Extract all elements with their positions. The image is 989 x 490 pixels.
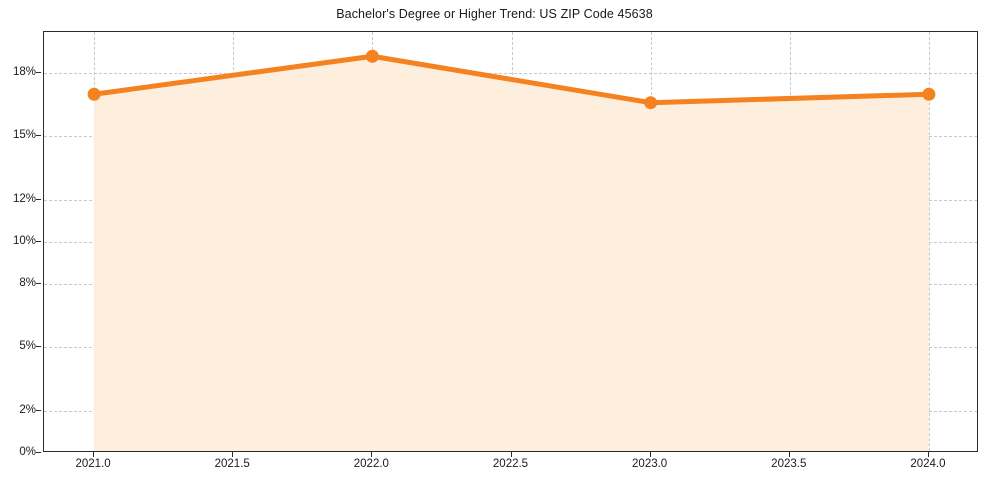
data-point bbox=[365, 49, 379, 63]
y-axis-tick-label: 10% bbox=[12, 234, 36, 247]
data-point bbox=[922, 87, 936, 101]
x-axis-tick-mark bbox=[927, 452, 929, 457]
y-axis-tick-label: 18% bbox=[12, 66, 36, 79]
x-axis-tick-mark bbox=[232, 452, 234, 457]
chart-title: Bachelor's Degree or Higher Trend: US ZI… bbox=[336, 7, 653, 21]
y-axis-tick-mark bbox=[36, 346, 41, 348]
y-axis-tick-mark bbox=[36, 240, 41, 242]
trend-line bbox=[91, 53, 932, 106]
y-axis-tick-label: 5% bbox=[19, 340, 36, 353]
gridline-horizontal bbox=[44, 73, 977, 75]
y-axis-tick-mark bbox=[36, 452, 41, 453]
x-axis-tick-label: 2022.0 bbox=[353, 458, 389, 470]
data-point bbox=[644, 96, 658, 110]
y-axis-tick-label: 8% bbox=[19, 277, 36, 290]
x-axis-tick-mark bbox=[649, 452, 651, 457]
y-axis: 0% 2% 5% 8% 10% 12% 15% 18% bbox=[0, 0, 41, 490]
x-axis-tick-mark bbox=[371, 452, 373, 457]
plot-area bbox=[43, 31, 978, 452]
data-point-markers bbox=[87, 49, 936, 110]
x-axis-tick-mark bbox=[788, 452, 790, 457]
x-axis-tick-label: 2021.5 bbox=[214, 458, 250, 470]
x-axis-tick-label: 2022.5 bbox=[492, 458, 529, 470]
x-axis-tick-label: 2024.0 bbox=[910, 458, 946, 470]
area-fill bbox=[94, 56, 929, 451]
y-axis-tick-mark bbox=[36, 198, 41, 200]
x-axis-tick-label: 2021.0 bbox=[75, 458, 111, 470]
x-axis-tick-mark bbox=[93, 452, 95, 457]
x-axis-tick-label: 2023.5 bbox=[771, 458, 807, 470]
x-axis-tick-label: 2023.0 bbox=[632, 458, 668, 470]
series-layer bbox=[87, 49, 936, 451]
data-point bbox=[87, 87, 101, 101]
y-axis-tick-label: 0% bbox=[19, 446, 36, 458]
gridline-vertical bbox=[928, 32, 930, 451]
y-axis-tick-mark bbox=[36, 72, 41, 74]
y-axis-tick-label: 2% bbox=[19, 403, 36, 416]
y-axis-tick-mark bbox=[36, 409, 41, 411]
x-axis-tick-mark bbox=[510, 452, 512, 457]
y-axis-tick-label: 15% bbox=[12, 129, 36, 142]
y-axis-tick-mark bbox=[36, 283, 41, 285]
plot-inner bbox=[44, 32, 977, 451]
y-axis-tick-label: 12% bbox=[12, 192, 36, 205]
y-axis-tick-mark bbox=[36, 135, 41, 137]
